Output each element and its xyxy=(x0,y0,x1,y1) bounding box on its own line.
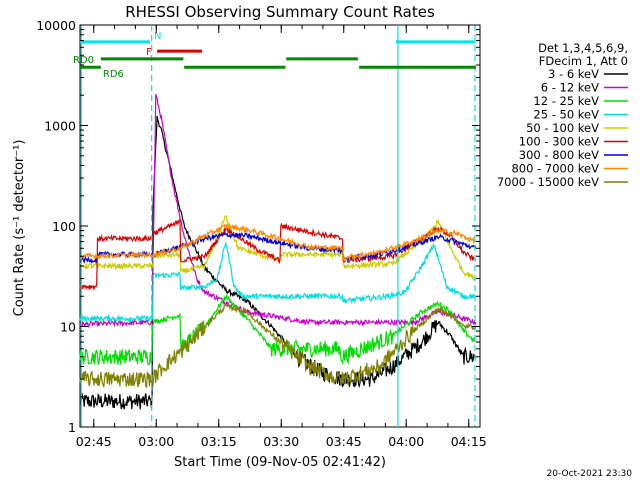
legend-header-0: Det 1,3,4,5,6,9, xyxy=(538,41,628,55)
x-axis-label: Start Time (09-Nov-05 02:41:42) xyxy=(174,455,386,470)
y-tick-label-4: 10000 xyxy=(36,18,76,33)
y-tick-label-0: 1 xyxy=(68,420,76,435)
legend-header-1: FDecim 1, Att 0 xyxy=(539,54,628,68)
y-tick-label-1: 10 xyxy=(60,320,76,335)
legend-label-0: 3 - 6 keV xyxy=(548,67,599,81)
x-tick-label-1: 03:00 xyxy=(138,434,174,449)
series-line-0 xyxy=(79,115,477,410)
x-axis-ticks: 02:45 03:00 03:15 03:30 03:45 04:00 04:15 xyxy=(76,25,487,449)
legend-label-8: 7000 - 15000 keV xyxy=(497,175,599,189)
x-tick-label-5: 04:00 xyxy=(388,434,424,449)
x-tick-label-2: 03:15 xyxy=(201,434,237,449)
series-line-1 xyxy=(79,93,477,329)
flag-label-n: N xyxy=(154,31,161,42)
legend-label-4: 50 - 100 keV xyxy=(526,121,599,135)
legend-label-5: 100 - 300 keV xyxy=(519,135,599,149)
flag-bars: NF RD0 RD6 xyxy=(73,31,476,80)
y-tick-label-3: 1000 xyxy=(44,119,76,134)
series-line-8 xyxy=(79,302,477,389)
series-line-7 xyxy=(79,222,476,262)
series-line-2 xyxy=(79,294,477,366)
plot-area xyxy=(79,24,481,428)
timestamp: 20-Oct-2021 23:30 xyxy=(547,469,633,479)
legend-label-2: 12 - 25 keV xyxy=(533,94,599,108)
x-tick-label-3: 03:30 xyxy=(263,434,299,449)
plot-frame xyxy=(79,24,481,428)
legend: Det 1,3,4,5,6,9,FDecim 1, Att 03 - 6 keV… xyxy=(497,41,628,189)
x-tick-label-0: 02:45 xyxy=(76,434,112,449)
y-tick-label-2: 100 xyxy=(52,219,76,234)
flag-label-rd6: RD6 xyxy=(103,69,124,80)
legend-label-6: 300 - 800 keV xyxy=(519,148,599,162)
x-tick-label-4: 03:45 xyxy=(326,434,362,449)
legend-label-3: 25 - 50 keV xyxy=(533,108,599,122)
flag-label-f: F xyxy=(146,47,152,58)
series-line-3 xyxy=(79,242,477,324)
x-tick-label-6: 04:15 xyxy=(451,434,487,449)
legend-label-7: 800 - 7000 keV xyxy=(511,162,599,176)
series-line-4 xyxy=(80,215,476,282)
legend-label-1: 6 - 12 keV xyxy=(541,81,599,95)
y-axis-label: Count Rate (s⁻¹ detector⁻¹) xyxy=(12,140,27,317)
y-axis-ticks: 1 10 100 1000 10000 xyxy=(36,18,480,435)
chart-title: RHESSI Observing Summary Count Rates xyxy=(125,3,435,21)
flag-label-rd0: RD0 xyxy=(73,55,94,66)
